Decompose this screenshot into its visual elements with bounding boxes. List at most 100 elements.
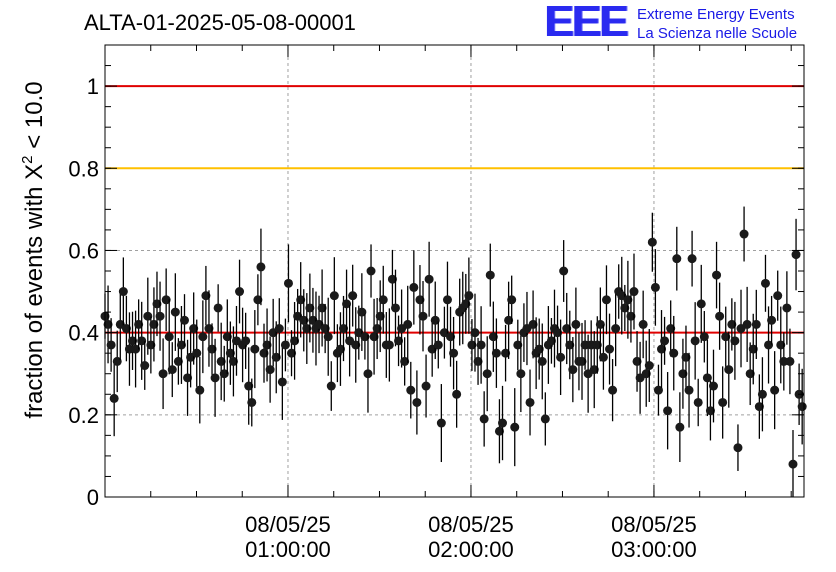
- data-point: [375, 311, 385, 321]
- eee-logo-mark: EEE: [544, 0, 628, 46]
- data-point: [329, 291, 339, 301]
- data-point: [647, 237, 657, 247]
- data-point: [436, 418, 446, 428]
- data-point: [727, 319, 737, 329]
- data-point: [767, 315, 777, 325]
- y-tick-label: 0.8: [68, 156, 99, 181]
- data-point: [219, 369, 229, 379]
- data-point: [170, 307, 180, 317]
- y-tick-label: 0.4: [68, 321, 99, 346]
- data-point: [339, 324, 349, 334]
- x-tick-date-label: 08/05/25: [428, 512, 514, 537]
- data-point: [501, 348, 511, 358]
- data-point: [134, 319, 144, 329]
- data-point: [118, 287, 128, 297]
- data-point: [626, 311, 636, 321]
- data-point: [528, 319, 538, 329]
- data-point: [620, 303, 630, 313]
- data-point: [513, 340, 523, 350]
- data-point: [494, 426, 504, 436]
- data-point: [601, 295, 611, 305]
- data-point: [421, 381, 431, 391]
- x-tick-time-label: 02:00:00: [428, 537, 514, 562]
- data-point: [198, 332, 208, 342]
- axis-ticks: [105, 44, 804, 498]
- data-point: [158, 369, 168, 379]
- data-point: [681, 352, 691, 362]
- data-point: [770, 385, 780, 395]
- data-point: [161, 295, 171, 305]
- data-point: [180, 315, 190, 325]
- data-point: [430, 315, 440, 325]
- data-point: [760, 278, 770, 288]
- data-point: [488, 332, 498, 342]
- data-point: [537, 356, 547, 366]
- data-point: [782, 303, 792, 313]
- data-point: [204, 324, 214, 334]
- x-tick-time-label: 03:00:00: [611, 537, 697, 562]
- data-point: [176, 340, 186, 350]
- data-point: [748, 344, 758, 354]
- data-point: [259, 348, 269, 358]
- data-point: [195, 385, 205, 395]
- data-point: [201, 291, 211, 301]
- data-point: [705, 406, 715, 416]
- data-point: [366, 266, 376, 276]
- data-point: [189, 324, 199, 334]
- data-point: [657, 344, 667, 354]
- data-point: [210, 373, 220, 383]
- data-point: [730, 336, 740, 346]
- data-point: [137, 336, 147, 346]
- data-point: [776, 340, 786, 350]
- data-point: [290, 336, 300, 346]
- data-point: [623, 295, 633, 305]
- data-point: [348, 291, 358, 301]
- data-point: [473, 356, 483, 366]
- data-point: [684, 385, 694, 395]
- axis-labels: 00.20.40.60.8108/05/2501:00:0008/05/2502…: [68, 74, 696, 562]
- data-point: [595, 319, 605, 329]
- data-point: [360, 332, 370, 342]
- data-point: [592, 340, 602, 350]
- data-point: [773, 291, 783, 301]
- data-point: [721, 332, 731, 342]
- data-point: [739, 229, 749, 239]
- data-point: [415, 295, 425, 305]
- data-point: [702, 373, 712, 383]
- data-point: [562, 324, 572, 334]
- data-point: [244, 381, 254, 391]
- data-point: [797, 402, 807, 412]
- data-point: [525, 397, 535, 407]
- data-point: [598, 352, 608, 362]
- data-point: [433, 340, 443, 350]
- logo-text-line-2: La Scienza nelle Scuole: [637, 25, 798, 42]
- data-point: [302, 324, 312, 334]
- data-point: [207, 344, 217, 354]
- data-point: [559, 266, 569, 276]
- data-point: [277, 377, 287, 387]
- data-point: [708, 381, 718, 391]
- data-point: [131, 344, 141, 354]
- data-point: [424, 274, 434, 284]
- data-point: [274, 324, 284, 334]
- data-point: [173, 356, 183, 366]
- data-point: [764, 340, 774, 350]
- x-tick-date-label: 08/05/25: [611, 512, 697, 537]
- data-point: [167, 365, 177, 375]
- data-point: [571, 319, 581, 329]
- data-point: [611, 324, 621, 334]
- data-point: [363, 369, 373, 379]
- data-point: [225, 348, 235, 358]
- eee-logo: EEE Extreme Energy Events La Scienza nel…: [544, 0, 834, 46]
- x-tick-time-label: 01:00:00: [245, 537, 331, 562]
- data-point: [121, 324, 131, 334]
- data-point: [109, 393, 119, 403]
- data-point: [733, 443, 743, 453]
- data-point: [715, 311, 725, 321]
- y-tick-label: 0: [87, 485, 99, 510]
- data-point: [271, 352, 281, 362]
- data-point: [305, 303, 315, 313]
- data-point: [745, 369, 755, 379]
- data-point: [546, 336, 556, 346]
- data-point: [507, 295, 517, 305]
